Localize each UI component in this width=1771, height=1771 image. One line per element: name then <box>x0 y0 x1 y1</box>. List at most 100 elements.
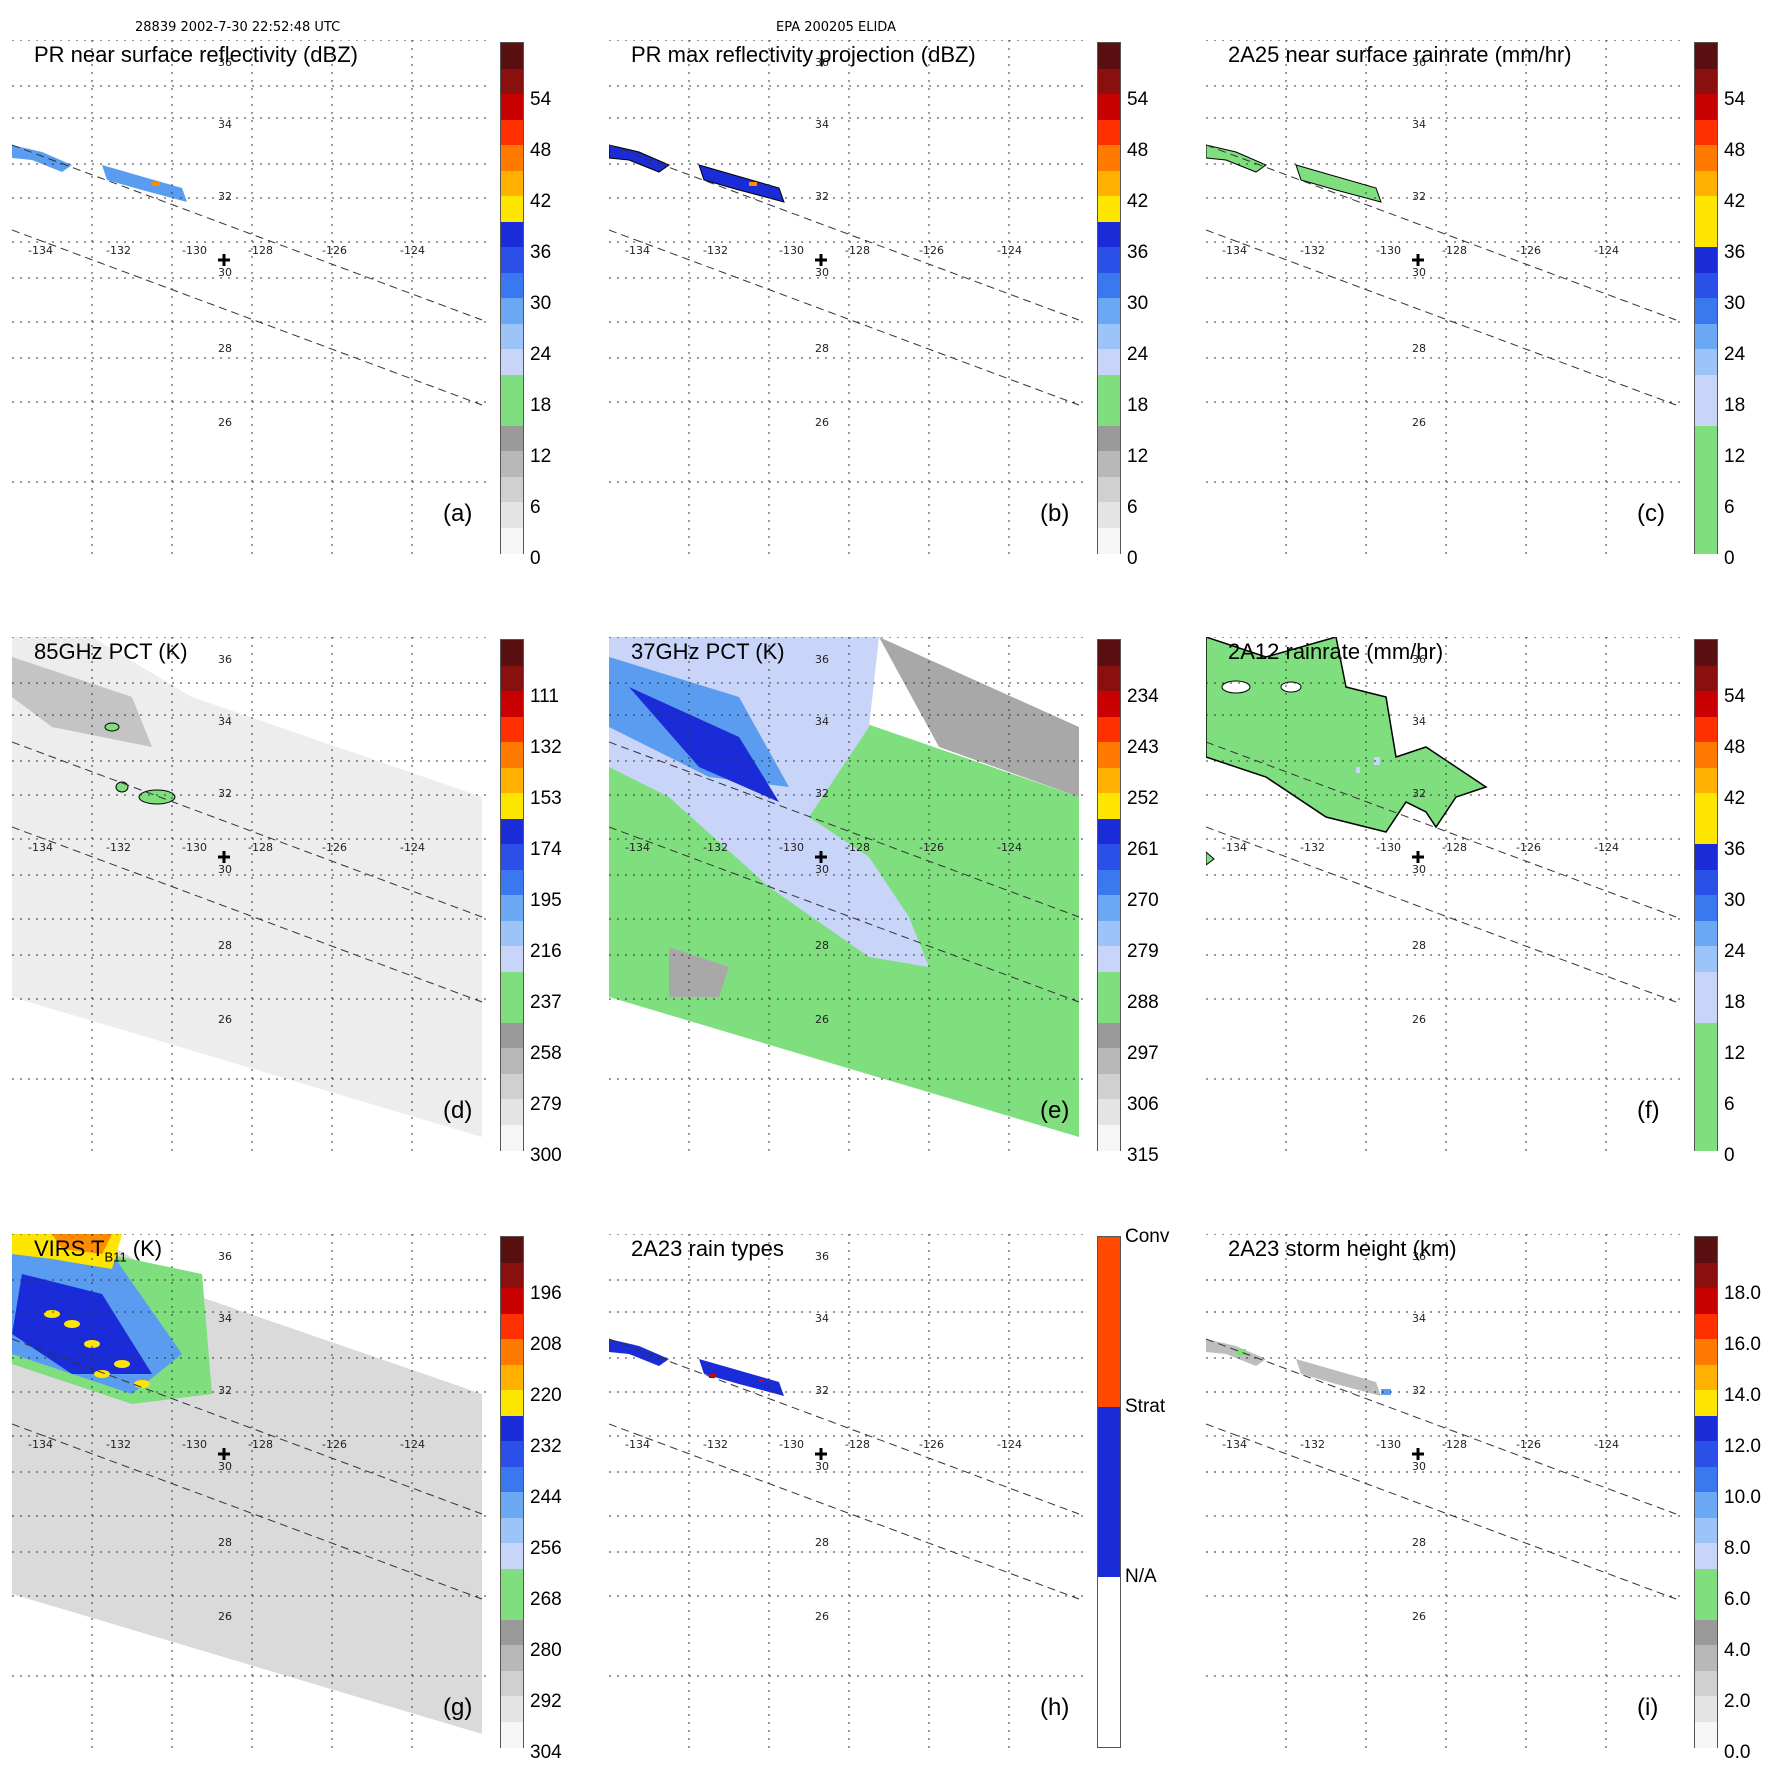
colorbar-tick-label: 48 <box>530 140 552 161</box>
colorbar-segment <box>1695 298 1717 324</box>
colorbar-segment <box>1098 272 1120 299</box>
colorbar-segment <box>1098 946 1120 972</box>
lon-label: -128 <box>1442 244 1467 257</box>
colorbar-tick-label: 0 <box>1127 548 1138 569</box>
colorbar-tick-label: 256 <box>530 1538 562 1559</box>
lon-label: -132 <box>106 841 131 854</box>
colorbar-segment <box>1695 196 1717 222</box>
map-svg-e: -134 -132 -130 -128 -126 -124 36 34 32 30 28 26 <box>609 637 1089 1157</box>
colorbar-tick-label: 280 <box>530 1640 562 1661</box>
colorbar-segment <box>501 1390 523 1416</box>
colorbar-segment <box>1695 742 1717 768</box>
panel-title: 85GHz PCT (K) <box>34 639 188 664</box>
colorbar-segment <box>1098 374 1120 401</box>
colorbar-segment <box>1695 1594 1717 1620</box>
colorbar-segment <box>1695 247 1717 273</box>
colorbar-segment <box>501 971 523 998</box>
colorbar-tick-label: 6 <box>1724 497 1735 518</box>
colorbar-segment <box>1695 1670 1717 1697</box>
colorbar-segment <box>1098 691 1120 717</box>
colorbar-segment <box>1098 170 1120 197</box>
lat-label: 28 <box>218 342 232 355</box>
colorbar-segment <box>1695 145 1717 171</box>
lon-label: -132 <box>1300 841 1325 854</box>
lon-label: -130 <box>779 244 804 257</box>
panel-title-subscript: B11 <box>104 1249 127 1265</box>
panel-label: (c) <box>1637 500 1665 527</box>
lat-label: 26 <box>218 1013 232 1026</box>
colorbar-segment <box>1695 716 1717 743</box>
lon-label: -130 <box>182 841 207 854</box>
swath-edge-line <box>1206 229 1677 406</box>
colorbar-segment <box>501 298 523 324</box>
colorbar-segment <box>1098 895 1120 921</box>
storm-center-marker <box>1412 1448 1424 1460</box>
colorbar-segment <box>1695 1022 1717 1049</box>
lat-label: 26 <box>815 1013 829 1026</box>
rain-strip <box>699 1359 784 1396</box>
colorbar-segment <box>1695 793 1717 819</box>
panel-h: -134 -132 -130 -128 -126 -124 36 34 32 30 28 26 2A23… <box>597 1194 1169 1754</box>
colorbar-tick-label: 232 <box>530 1436 562 1457</box>
colorbar-tick-label: 0 <box>1724 1145 1735 1166</box>
colorbar-tick-label: 18 <box>1127 395 1149 416</box>
colorbar-tick-label: 42 <box>1724 788 1746 809</box>
colorbar-tick-label: 153 <box>530 788 562 809</box>
rain-strip <box>12 145 72 172</box>
cold-cloud-cell <box>44 1310 60 1318</box>
colorbar-tick-label: 54 <box>530 89 552 110</box>
colorbar-tick-label: 243 <box>1127 737 1159 758</box>
colorbar-tick-label: 18 <box>530 395 552 416</box>
colorbar-segment <box>501 323 523 350</box>
rain-strip <box>609 144 671 173</box>
colorbar-segment <box>1695 1048 1717 1074</box>
lon-label: -134 <box>625 1438 650 1451</box>
colorbar-tick-label: 18.0 <box>1724 1283 1761 1304</box>
colorbar-segment <box>1098 425 1120 452</box>
colorbar-segment <box>1098 716 1120 743</box>
colorbar-tick-label: 24 <box>1127 344 1149 365</box>
lon-label: -134 <box>28 1438 53 1451</box>
lat-label: 32 <box>218 190 232 203</box>
colorbar-e <box>1097 639 1121 1151</box>
colorbar-segment <box>1695 527 1717 554</box>
panel-a: -134 -132 -130 -128 -126 -124 36 34 32 30 28 26 PR n… <box>0 0 560 569</box>
colorbar-segment <box>1098 793 1120 819</box>
colorbar-segment <box>501 640 523 666</box>
rain-strip <box>1206 144 1268 173</box>
rain-pixel <box>709 1374 715 1378</box>
colorbar-segment <box>501 946 523 972</box>
panel-title: PR near surface reflectivity (dBZ) <box>34 42 358 67</box>
colorbar-segment <box>1695 844 1717 870</box>
lon-label: -128 <box>1442 841 1467 854</box>
lon-label: -130 <box>182 244 207 257</box>
field-deepblue <box>629 687 779 802</box>
colorbar-tick-label: 36 <box>1127 242 1149 263</box>
colorbar-segment <box>1098 68 1120 95</box>
colorbar-segment <box>1695 920 1717 947</box>
lat-label: 32 <box>815 787 829 800</box>
colorbar-segment <box>501 94 523 120</box>
colorbar-segment <box>501 869 523 896</box>
colorbar-segment <box>501 1073 523 1100</box>
colorbar-tick-label: 12 <box>1724 1043 1746 1064</box>
lon-label: -130 <box>779 1438 804 1451</box>
lat-label: 28 <box>815 342 829 355</box>
panel-label: (a) <box>443 500 473 527</box>
lat-label: 30 <box>1412 1460 1426 1473</box>
lon-label: -126 <box>919 841 944 854</box>
colorbar-segment <box>1695 349 1717 375</box>
colorbar-segment <box>1695 1073 1717 1100</box>
colorbar-segment <box>1098 247 1120 273</box>
colorbar-tick-label: 30 <box>1724 293 1746 314</box>
colorbar-segment <box>1098 145 1120 171</box>
colorbar-segment <box>501 1594 523 1620</box>
colorbar-segment <box>1098 502 1120 528</box>
colorbar-tick-label: 288 <box>1127 992 1159 1013</box>
lat-label: 30 <box>218 266 232 279</box>
colorbar-segment <box>1695 1390 1717 1416</box>
lon-label: -126 <box>1516 1438 1541 1451</box>
colorbar-segment <box>1098 1237 1120 1407</box>
panel-g: -134 -132 -130 -128 -126 -124 36 34 32 30 28 26 VIRS… <box>0 1194 562 1763</box>
colorbar-segment <box>1695 1721 1717 1748</box>
